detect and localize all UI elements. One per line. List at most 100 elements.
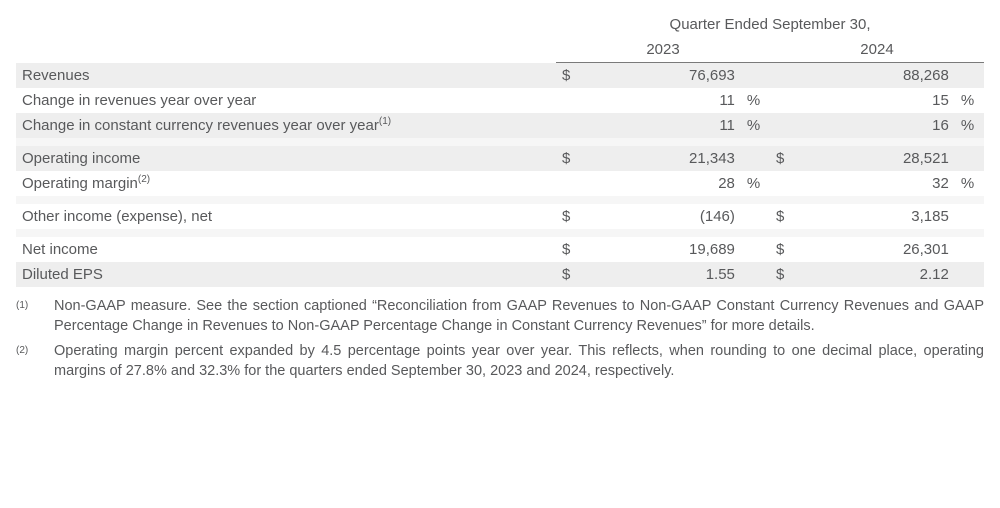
table-row bbox=[16, 196, 984, 204]
currency-symbol: $ bbox=[556, 63, 585, 89]
cell-value bbox=[585, 138, 741, 146]
table-row: Net income$19,689$26,301 bbox=[16, 237, 984, 262]
row-label: Net income bbox=[16, 237, 556, 262]
cell-value: 2.12 bbox=[799, 262, 955, 287]
footnote: (1) Non-GAAP measure. See the section cap… bbox=[16, 297, 984, 336]
cell-value: 28 bbox=[585, 171, 741, 196]
cell-unit: % bbox=[741, 113, 770, 138]
cell-unit bbox=[955, 63, 984, 89]
currency-symbol bbox=[556, 196, 585, 204]
table-row: Other income (expense), net$(146)$3,185 bbox=[16, 204, 984, 229]
row-label-text: Operating income bbox=[22, 150, 140, 167]
cell-value: 16 bbox=[799, 113, 955, 138]
cell-value: 19,689 bbox=[585, 237, 741, 262]
currency-symbol bbox=[770, 138, 799, 146]
footnote-text: Operating margin percent expanded by 4.5… bbox=[54, 342, 984, 381]
table-row: Change in revenues year over year11%15% bbox=[16, 88, 984, 113]
currency-symbol: $ bbox=[556, 237, 585, 262]
row-label-text: Change in constant currency revenues yea… bbox=[22, 117, 379, 134]
footnote-text: Non-GAAP measure. See the section captio… bbox=[54, 297, 984, 336]
cell-value: 76,693 bbox=[585, 63, 741, 89]
currency-symbol: $ bbox=[556, 262, 585, 287]
cell-value: 15 bbox=[799, 88, 955, 113]
row-label-text: Operating margin bbox=[22, 175, 138, 192]
row-label bbox=[16, 229, 556, 237]
currency-symbol bbox=[556, 88, 585, 113]
cell-unit: % bbox=[741, 88, 770, 113]
cell-unit: % bbox=[955, 88, 984, 113]
cell-value: 11 bbox=[585, 88, 741, 113]
cell-value: (146) bbox=[585, 204, 741, 229]
cell-value: 32 bbox=[799, 171, 955, 196]
table-row: Change in constant currency revenues yea… bbox=[16, 113, 984, 138]
currency-symbol bbox=[770, 171, 799, 196]
currency-symbol bbox=[770, 229, 799, 237]
cell-value: 1.55 bbox=[585, 262, 741, 287]
row-label-text: Net income bbox=[22, 241, 98, 258]
column-header-year-2023: 2023 bbox=[556, 37, 770, 63]
cell-unit bbox=[955, 204, 984, 229]
table-row: Operating income$21,343$28,521 bbox=[16, 146, 984, 171]
cell-unit bbox=[955, 229, 984, 237]
cell-value: 88,268 bbox=[799, 63, 955, 89]
currency-symbol bbox=[556, 113, 585, 138]
row-label: Revenues bbox=[16, 63, 556, 89]
cell-unit bbox=[741, 229, 770, 237]
currency-symbol: $ bbox=[770, 146, 799, 171]
column-header-year-2024: 2024 bbox=[770, 37, 984, 63]
cell-value bbox=[585, 196, 741, 204]
cell-value: 11 bbox=[585, 113, 741, 138]
cell-unit: % bbox=[741, 171, 770, 196]
cell-unit bbox=[741, 237, 770, 262]
cell-unit bbox=[741, 138, 770, 146]
footnotes: (1) Non-GAAP measure. See the section cap… bbox=[16, 297, 984, 381]
row-label bbox=[16, 138, 556, 146]
footnote-mark: (2) bbox=[16, 342, 40, 357]
currency-symbol: $ bbox=[556, 204, 585, 229]
table-row: Operating margin(2)28%32% bbox=[16, 171, 984, 196]
cell-value: 21,343 bbox=[585, 146, 741, 171]
row-label: Operating income bbox=[16, 146, 556, 171]
currency-symbol bbox=[770, 88, 799, 113]
table-row bbox=[16, 138, 984, 146]
currency-symbol: $ bbox=[770, 204, 799, 229]
cell-value bbox=[585, 229, 741, 237]
cell-unit bbox=[741, 262, 770, 287]
footnote-ref: (2) bbox=[138, 174, 150, 185]
cell-unit bbox=[741, 63, 770, 89]
currency-symbol bbox=[556, 171, 585, 196]
cell-unit bbox=[955, 262, 984, 287]
table-row: Diluted EPS$1.55$2.12 bbox=[16, 262, 984, 287]
financial-table: Quarter Ended September 30, 2023 2024 Re… bbox=[16, 12, 984, 287]
currency-symbol: $ bbox=[770, 262, 799, 287]
row-label: Change in revenues year over year bbox=[16, 88, 556, 113]
cell-value: 26,301 bbox=[799, 237, 955, 262]
row-label: Operating margin(2) bbox=[16, 171, 556, 196]
cell-unit bbox=[955, 146, 984, 171]
footnote: (2) Operating margin percent expanded by … bbox=[16, 342, 984, 381]
cell-unit: % bbox=[955, 171, 984, 196]
currency-symbol bbox=[556, 138, 585, 146]
cell-unit bbox=[955, 196, 984, 204]
footnote-mark: (1) bbox=[16, 297, 40, 312]
table-row: Revenues $76,693 88,268 bbox=[16, 63, 984, 89]
currency-symbol: $ bbox=[770, 237, 799, 262]
table-header-title: Quarter Ended September 30, bbox=[556, 12, 984, 37]
table-row bbox=[16, 229, 984, 237]
cell-value bbox=[799, 229, 955, 237]
row-label: Change in constant currency revenues yea… bbox=[16, 113, 556, 138]
row-label-text: Change in revenues year over year bbox=[22, 92, 256, 109]
cell-value: 28,521 bbox=[799, 146, 955, 171]
currency-symbol bbox=[770, 113, 799, 138]
row-label: Diluted EPS bbox=[16, 262, 556, 287]
currency-symbol bbox=[770, 196, 799, 204]
cell-unit bbox=[741, 196, 770, 204]
row-label-text: Other income (expense), net bbox=[22, 208, 212, 225]
cell-unit bbox=[955, 237, 984, 262]
cell-value bbox=[799, 138, 955, 146]
cell-unit bbox=[955, 138, 984, 146]
footnote-ref: (1) bbox=[379, 116, 391, 127]
row-label bbox=[16, 196, 556, 204]
row-label-text: Revenues bbox=[22, 67, 90, 84]
cell-value: 3,185 bbox=[799, 204, 955, 229]
